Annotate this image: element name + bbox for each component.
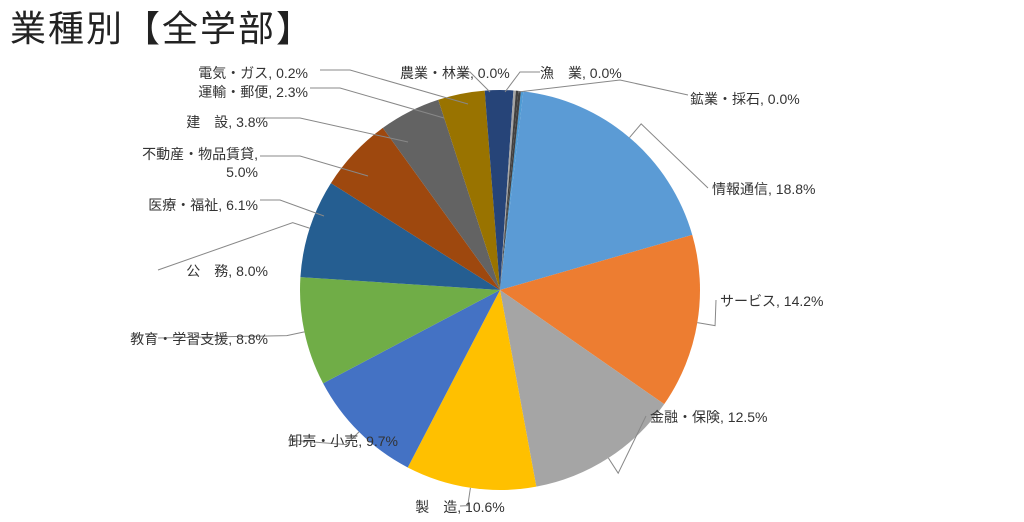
label-農業・林業: 農業・林業, 0.0% xyxy=(400,64,510,82)
label-医療・福祉: 医療・福祉, 6.1% xyxy=(48,196,258,214)
label-卸売・小売: 卸売・小売, 9.7% xyxy=(188,432,398,450)
label-製 造: 製 造, 10.6% xyxy=(380,498,540,516)
label-教育・学習支援: 教育・学習支援, 8.8% xyxy=(58,330,268,348)
pie-chart: 鉱業・採石, 0.0% 情報通信, 18.8% サービス, 14.2% 金融・保険, … xyxy=(0,0,1024,522)
leader-鉱業・採石 xyxy=(518,80,688,95)
label-公 務: 公 務, 8.0% xyxy=(58,262,268,280)
label-不動産・物品賃貸: 不動産・物品賃貸,5.0% xyxy=(48,145,258,181)
label-サービス: サービス, 14.2% xyxy=(720,292,823,310)
label-建 設: 建 設, 3.8% xyxy=(58,113,268,131)
leader-サービス xyxy=(697,300,716,326)
label-情報通信: 情報通信, 18.8% xyxy=(712,180,815,198)
label-漁 業: 漁 業, 0.0% xyxy=(540,64,622,82)
label-電気・ガス: 電気・ガス, 0.2% xyxy=(98,64,308,82)
leader-医療・福祉 xyxy=(260,200,324,216)
label-運輸・郵便: 運輸・郵便, 2.3% xyxy=(98,83,308,101)
leader-漁 業 xyxy=(505,72,540,92)
label-鉱業・採石: 鉱業・採石, 0.0% xyxy=(690,90,800,108)
label-金融・保険: 金融・保険, 12.5% xyxy=(650,408,767,426)
